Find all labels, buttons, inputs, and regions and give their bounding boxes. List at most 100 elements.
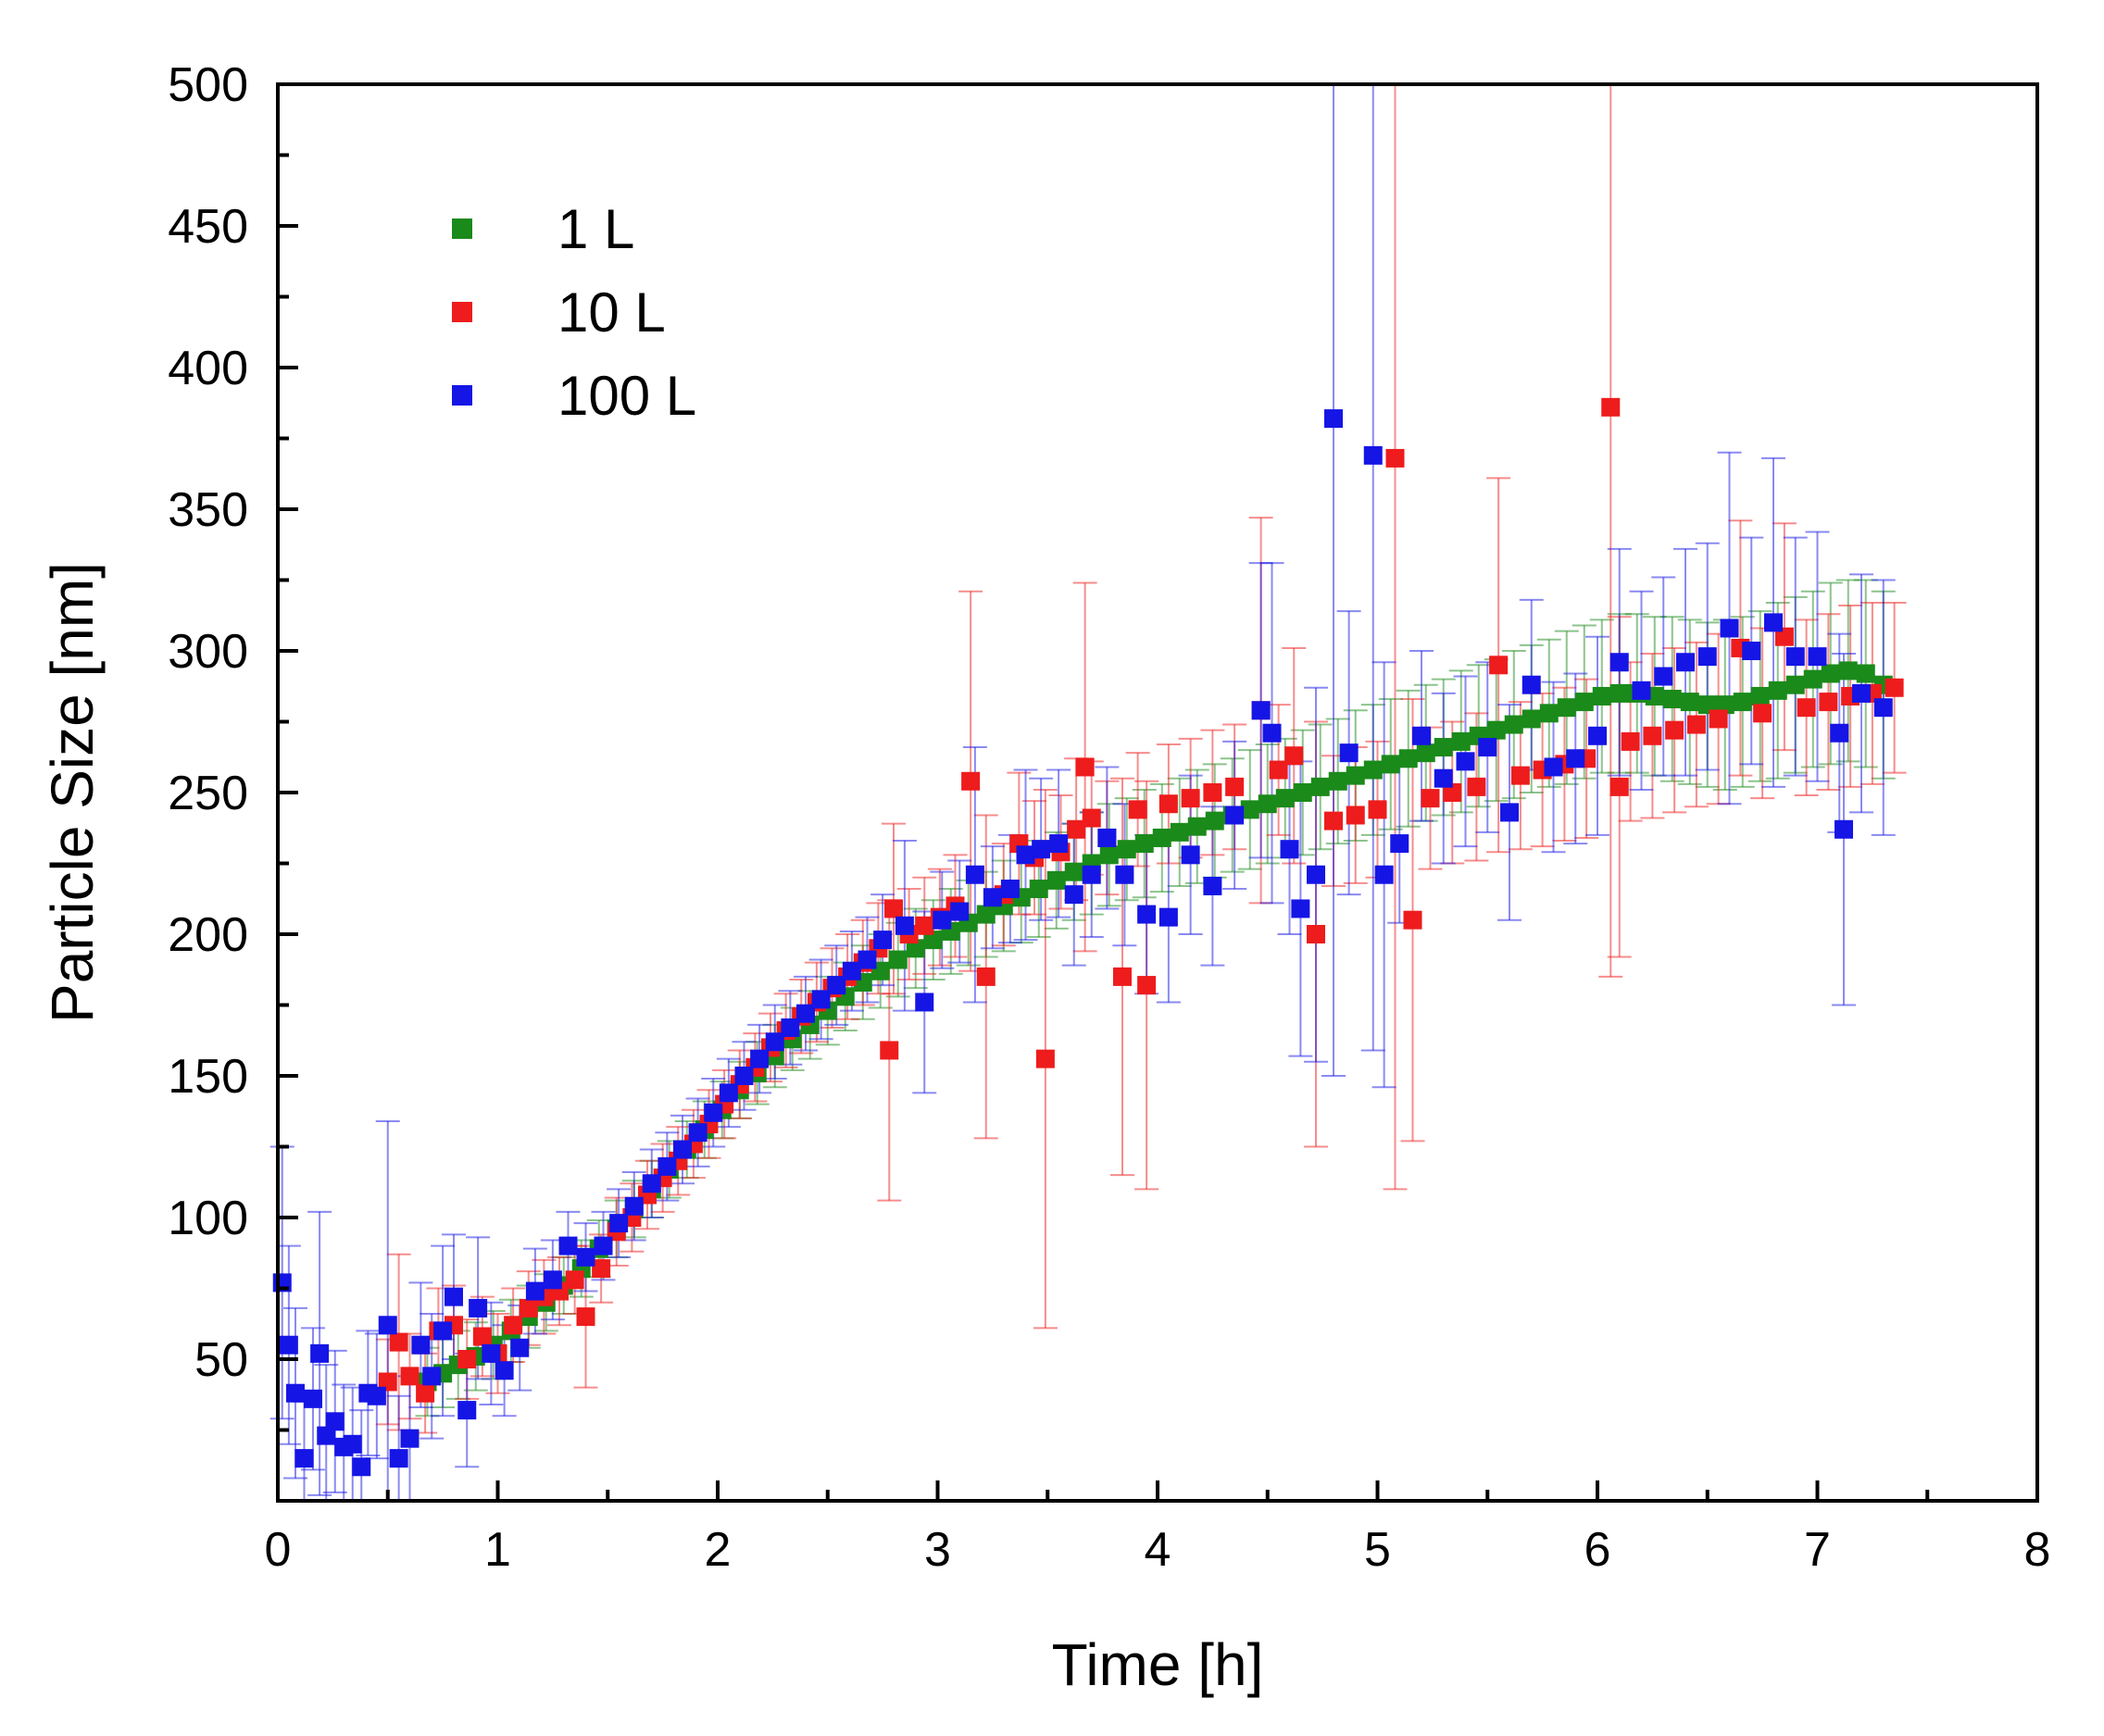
data-point [1374,865,1394,884]
data-point [1830,723,1849,743]
data-point [915,993,934,1012]
x-tick-label: 1 [484,1523,511,1577]
data-point [1346,766,1365,785]
data-point [1852,683,1871,703]
data-points [272,397,1904,1477]
data-point [469,1298,488,1318]
data-point [1601,397,1621,417]
y-tick-label: 500 [168,58,248,112]
data-point [510,1338,530,1357]
data-point [1262,723,1282,743]
data-point [1113,967,1132,986]
data-point [1029,880,1048,899]
data-point [1291,899,1310,918]
data-point [1753,704,1772,723]
data-point [781,1018,800,1037]
y-tick-labels: 50 100 150 200 250 300 350 400 450 500 [168,58,248,1387]
data-point [1258,794,1277,814]
data-point [1170,822,1189,842]
data-point [1764,613,1783,632]
data-point [558,1236,578,1255]
data-point [1075,757,1095,777]
data-point [1000,880,1020,899]
y-axis-title: Particle Size [nm] [39,562,106,1023]
data-point [576,1247,595,1267]
data-point [658,1156,677,1176]
x-tick-label: 7 [1804,1523,1831,1577]
x-tick-labels: 0 1 2 3 4 5 6 7 8 [265,1523,2051,1577]
data-point [1873,698,1893,718]
data-point [1158,794,1178,814]
data-point [525,1281,545,1301]
data-point [1181,789,1200,808]
x-tick-label: 2 [705,1523,732,1577]
data-point [888,950,908,969]
data-point [1434,738,1453,757]
data-point [624,1196,644,1216]
data-point [1588,726,1607,745]
data-point [1609,653,1629,672]
data-point [317,1426,336,1445]
data-point [294,1449,314,1468]
data-point [950,902,970,921]
legend-marker [452,219,472,239]
data-point [1403,910,1422,930]
data-point [1137,976,1157,995]
legend-marker [452,302,472,322]
legend-label: 1 L [557,198,634,260]
data-point [1082,808,1101,828]
data-point [1203,783,1222,802]
data-point [1067,819,1086,839]
data-point [1137,905,1157,924]
data-point [873,930,893,950]
data-point [1203,876,1222,895]
data-point [1697,647,1717,667]
data-point [1566,749,1585,768]
data-point [1421,789,1440,808]
data-point [576,1307,595,1327]
data-point [1205,811,1224,831]
y-tick-label: 100 [168,1192,248,1245]
data-point [923,930,943,950]
data-point [1774,627,1794,646]
data-point [1269,760,1288,780]
data-point [1803,669,1822,689]
data-point [1592,686,1611,706]
x-tick-label: 6 [1584,1523,1611,1577]
legend-marker [452,385,472,406]
data-point [1097,828,1117,847]
data-point [1385,448,1405,468]
data-point [1016,845,1035,865]
data-point [482,1343,501,1363]
data-point [286,1383,305,1403]
data-point [1785,675,1805,694]
data-point [304,1389,322,1408]
data-point [411,1335,431,1355]
data-point [1733,693,1752,712]
data-point [1115,865,1134,884]
data-point [445,1287,463,1306]
data-point [1632,681,1651,700]
data-point [1032,840,1051,859]
y-tick-label: 300 [168,625,248,679]
data-point [472,1327,492,1346]
data-point [827,976,846,995]
data-point [1609,777,1629,796]
data-point [965,865,984,884]
data-point [1715,695,1735,715]
data-point [933,910,952,930]
data-point [416,1383,435,1403]
data-point [1750,686,1770,706]
data-point [1225,806,1245,825]
data-point [1676,653,1695,672]
data-point [1307,925,1325,943]
data-point [1451,731,1471,751]
data-point [1522,709,1541,729]
data-point [1390,834,1409,854]
data-point [1665,720,1684,740]
data-point [1181,845,1200,865]
data-point [1643,726,1662,745]
data-point [1467,777,1486,796]
data-point [1082,865,1101,884]
data-point [1339,743,1359,763]
